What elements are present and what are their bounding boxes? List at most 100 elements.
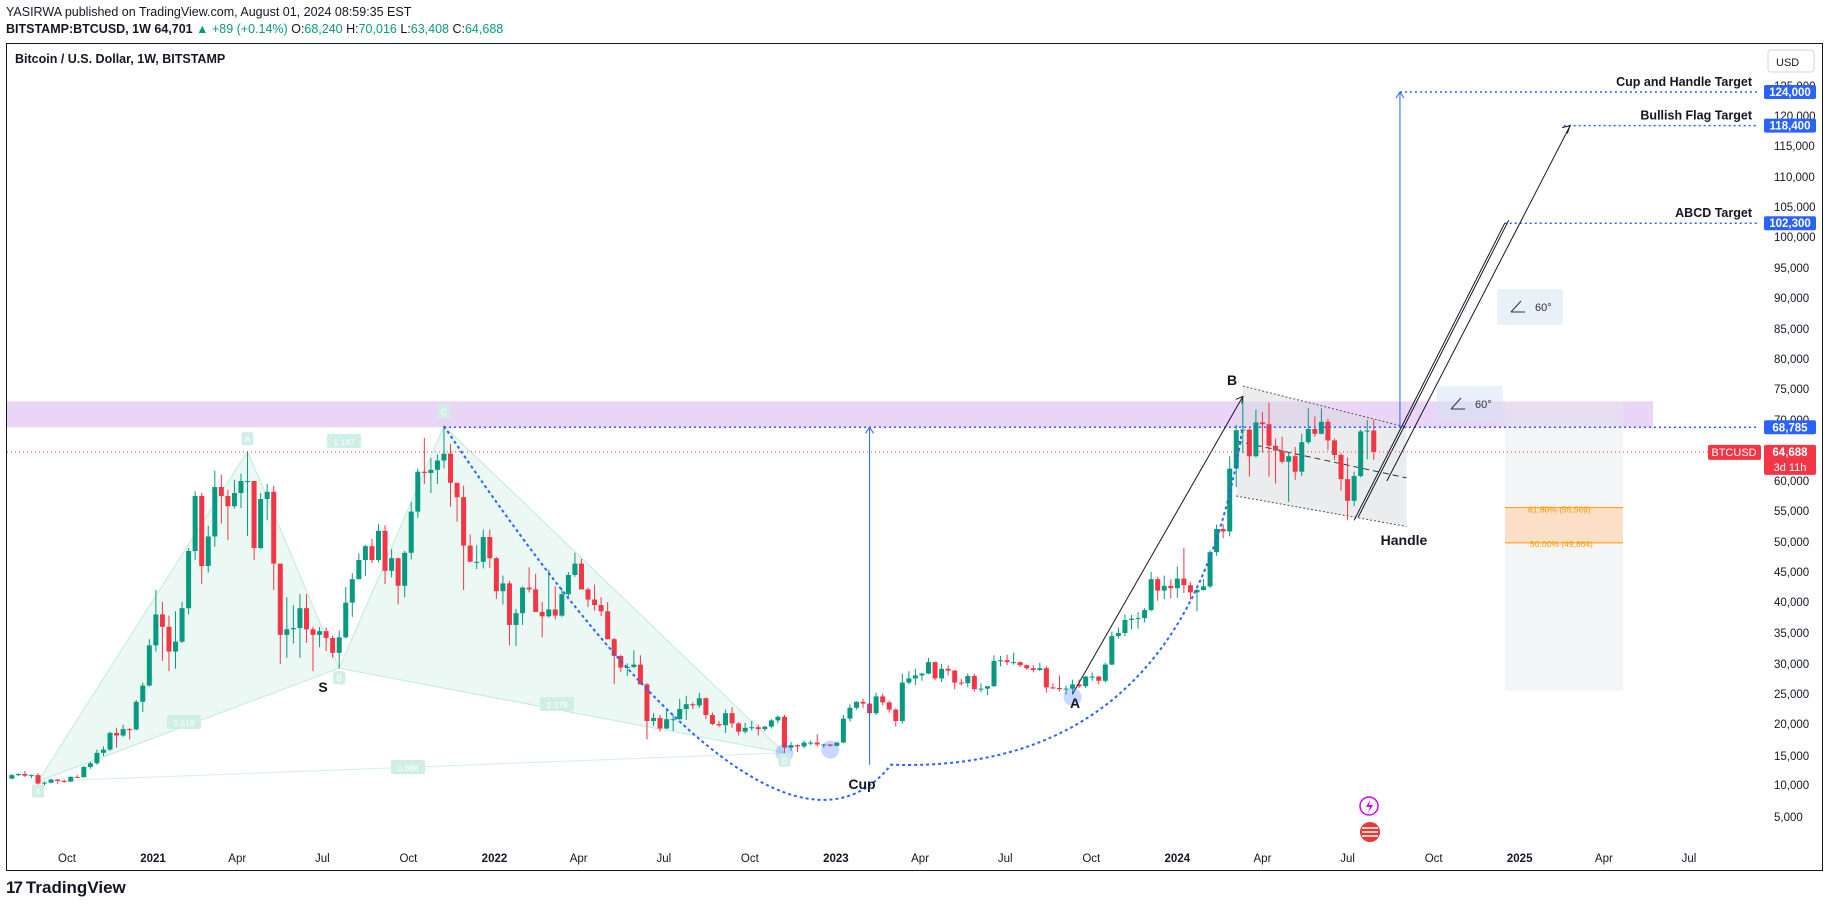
flag-upper-line: [1242, 385, 1407, 428]
x-tick-label: Apr: [911, 853, 929, 865]
candle-body: [520, 587, 526, 614]
price-change: ▲ +89 (+0.14%): [196, 22, 288, 36]
candle-body: [749, 727, 755, 729]
harmonic-point-badge: [437, 405, 450, 418]
price-tag: 68,785: [1772, 422, 1808, 434]
candle-body: [1181, 578, 1187, 586]
x-tick-label: Apr: [570, 853, 588, 865]
candle-body: [153, 614, 159, 646]
y-tick-label: 100,000: [1774, 232, 1816, 244]
candle-body: [683, 704, 689, 709]
harmonic-point-badge: [32, 784, 45, 798]
candle-body: [1050, 687, 1056, 689]
candle-body: [218, 487, 224, 496]
candle-body: [657, 718, 663, 729]
candle-body: [9, 775, 15, 779]
candle-body: [1174, 578, 1180, 589]
last-price: 64,701: [154, 22, 193, 36]
y-tick-label: 5,000: [1774, 812, 1803, 824]
candle-body: [317, 631, 323, 635]
candle-body: [264, 491, 270, 499]
candle-body: [978, 688, 984, 690]
candle-body: [480, 537, 486, 562]
y-tick-label: 110,000: [1774, 172, 1815, 184]
x-tick-label: 2022: [482, 853, 508, 865]
candle-body: [35, 775, 41, 784]
event-icons: [1359, 796, 1380, 842]
y-tick-label: 105,000: [1774, 202, 1816, 214]
high-label: H:: [346, 22, 359, 36]
candle-body: [1037, 668, 1043, 670]
candle-body: [1259, 422, 1265, 425]
y-tick-label: 15,000: [1774, 751, 1809, 763]
candle-body: [369, 546, 375, 560]
candle-body: [74, 776, 80, 778]
harmonic-ratio-label: 1.147: [333, 437, 355, 447]
candle-body: [853, 701, 859, 708]
harmonic-pattern: [36, 425, 787, 783]
abcd-leg-ab: [1072, 396, 1244, 695]
candle-body: [526, 587, 532, 590]
candle-body: [356, 560, 362, 580]
candle-body: [303, 608, 309, 630]
candle-body: [1338, 454, 1344, 480]
pattern-label-cup: Cup: [848, 776, 875, 792]
candle-body: [880, 696, 886, 703]
fib-background: [1505, 401, 1623, 691]
candle-body: [1024, 665, 1030, 669]
candle-body: [624, 667, 630, 668]
flag-lower-line: [1236, 495, 1407, 527]
candle-body: [991, 660, 997, 687]
y-tick-label: 85,000: [1774, 324, 1809, 336]
x-tick-label: Oct: [1425, 853, 1444, 865]
candle-body: [120, 729, 126, 736]
low-label: L:: [400, 22, 411, 36]
candle-body: [1305, 429, 1311, 443]
flag-projection-arrowhead: [1562, 124, 1572, 134]
pattern-label-b: B: [1227, 372, 1237, 388]
angle-label: 60°: [1475, 399, 1492, 411]
candle-body: [821, 744, 827, 746]
candle-body: [1030, 668, 1036, 670]
candle-body: [28, 775, 34, 777]
candle-body: [795, 745, 801, 747]
harmonic-point-label: X: [35, 787, 41, 797]
harmonic-point-label: B: [336, 673, 342, 683]
target-label: ABCD Target: [1675, 206, 1753, 220]
candle-body: [107, 732, 113, 750]
target-label: Bullish Flag Target: [1640, 109, 1752, 123]
candle-body: [1102, 664, 1108, 681]
harmonic-ratio-label: 1.379: [546, 700, 568, 710]
candle-body: [1371, 430, 1377, 452]
cup-curve: [443, 425, 1244, 801]
candle-body: [349, 579, 355, 603]
candle-body: [212, 487, 218, 537]
y-tick-label: 90,000: [1774, 293, 1809, 305]
candle-body: [1194, 590, 1200, 593]
candle-body: [814, 742, 820, 745]
candle-body: [1364, 430, 1370, 432]
candle-body: [1318, 421, 1324, 434]
candle-body: [834, 742, 840, 746]
candle-body: [1246, 429, 1252, 457]
pattern-label-a: A: [1070, 695, 1080, 711]
candle-body: [146, 645, 152, 686]
pattern-label-s: S: [318, 679, 327, 695]
candle-body: [860, 701, 866, 704]
candle-body: [552, 609, 558, 616]
candle-body: [690, 704, 696, 706]
candle-body: [421, 471, 427, 473]
candle-body: [945, 668, 951, 671]
candle-body: [231, 493, 237, 507]
candle-body: [1187, 585, 1193, 593]
chart-frame[interactable]: [6, 43, 1823, 871]
harmonic-ratio-label: 0.886: [397, 763, 419, 773]
candle-body: [984, 686, 990, 689]
symbol-tag-bg: [1708, 444, 1761, 460]
tradingview-logo[interactable]: 17 TradingView: [6, 878, 126, 898]
y-tick-label: 40,000: [1774, 597, 1809, 609]
x-tick-label: Jul: [1340, 853, 1355, 865]
candle-body: [952, 670, 958, 683]
candle-body: [186, 551, 192, 609]
